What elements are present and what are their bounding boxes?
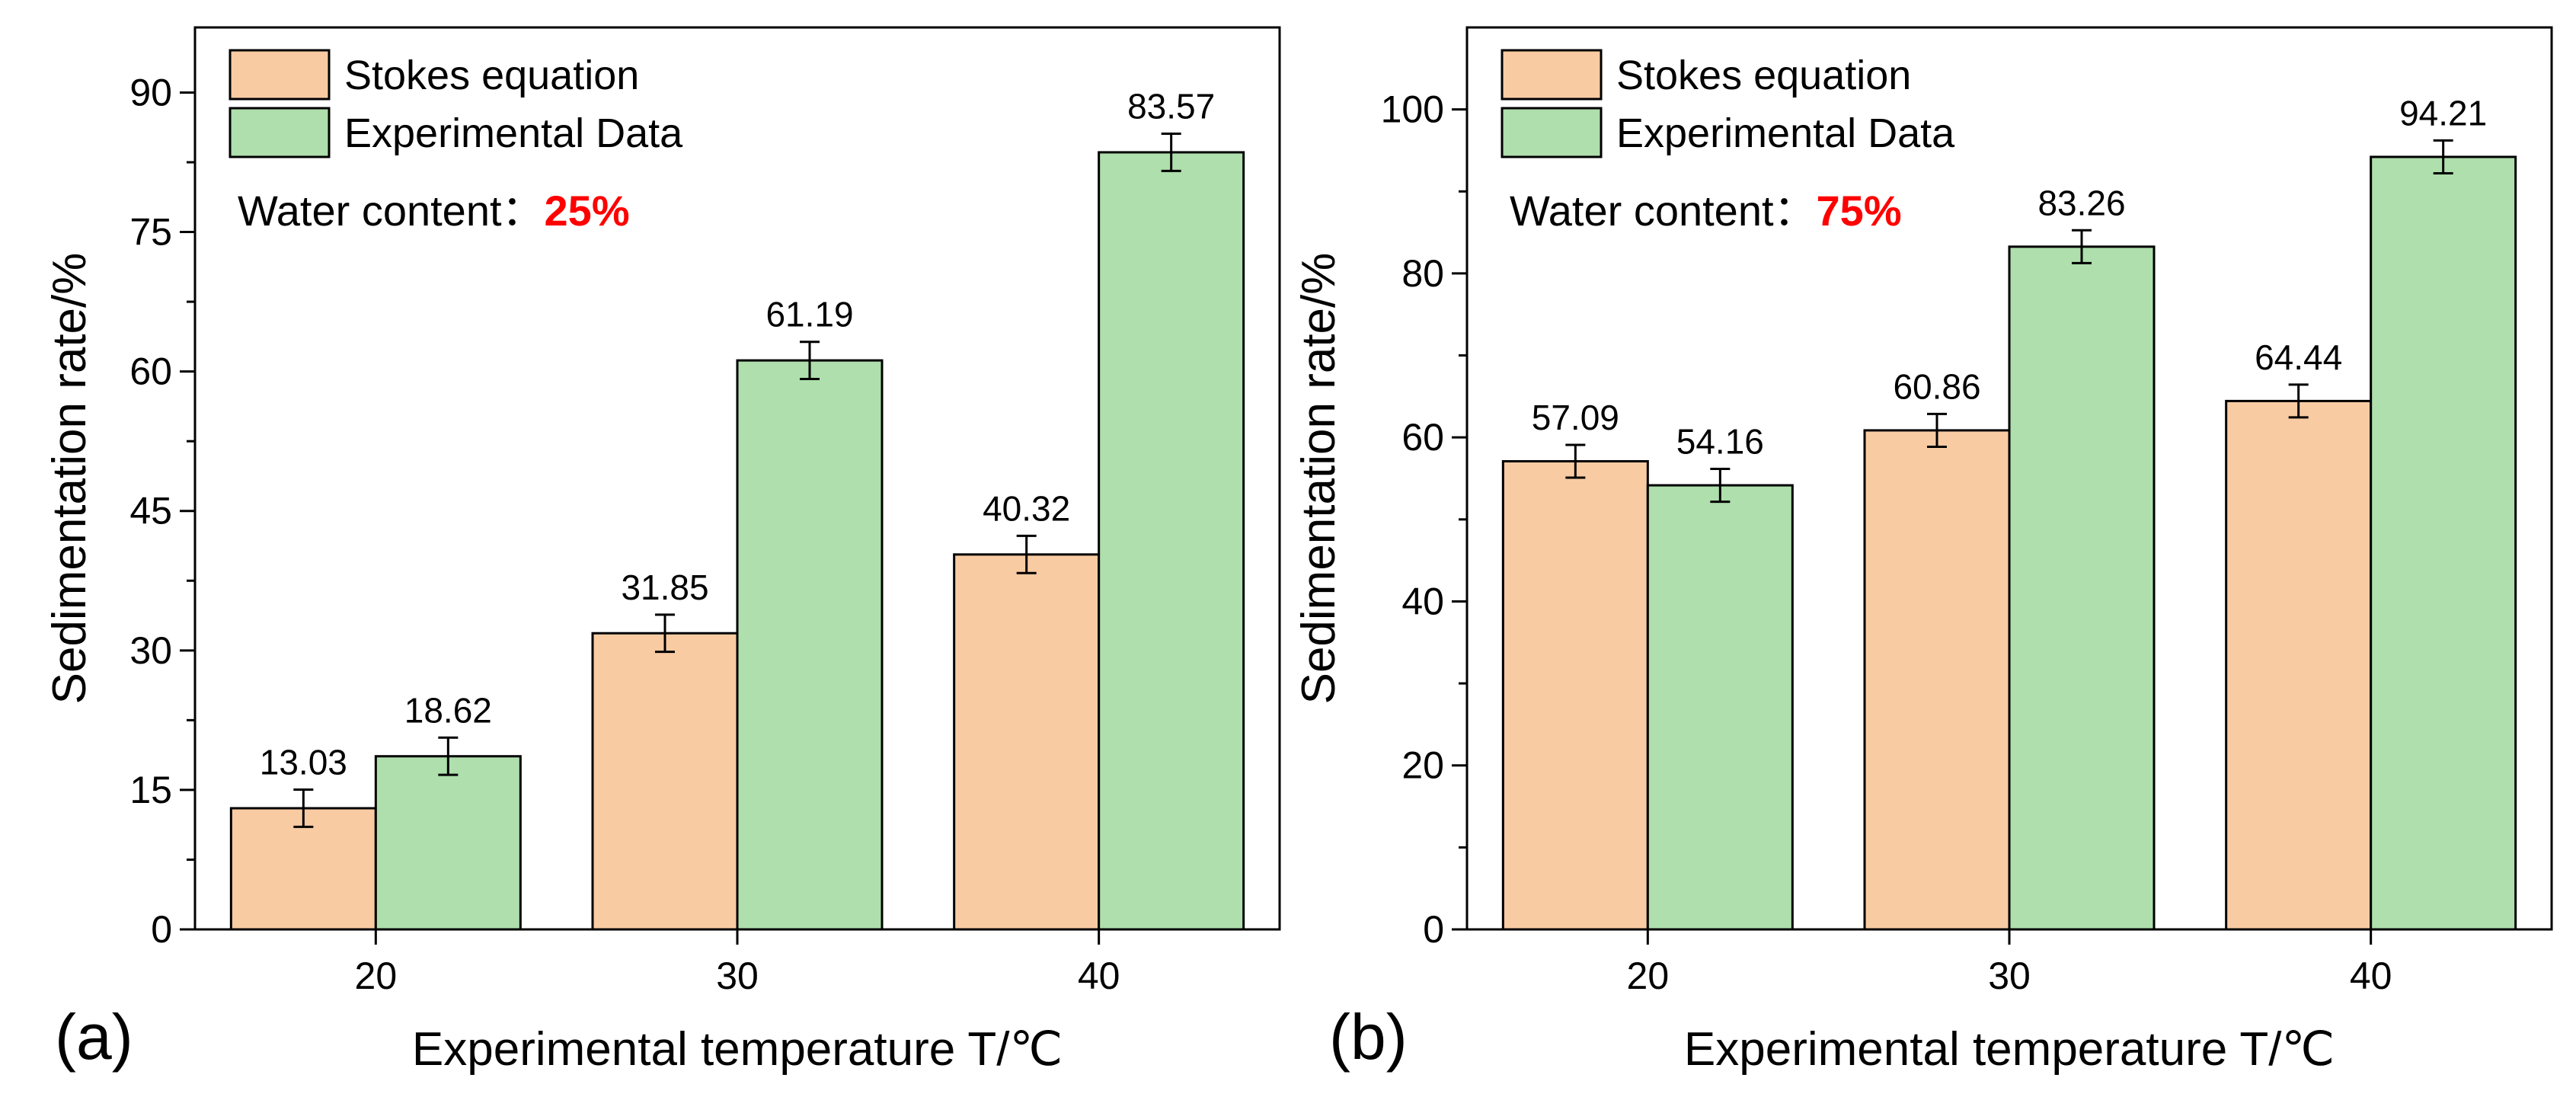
x-tick-label: 20 bbox=[355, 955, 398, 997]
legend-entry: Stokes equation bbox=[1616, 53, 1911, 98]
y-tick-label: 60 bbox=[1401, 416, 1444, 459]
data-label: 64.44 bbox=[2255, 337, 2342, 377]
legend-swatch bbox=[229, 49, 331, 101]
legend-swatch bbox=[229, 107, 331, 158]
bar-experimental bbox=[1098, 151, 1245, 931]
y-tick-label: 90 bbox=[129, 71, 172, 114]
bar-experimental bbox=[2008, 245, 2156, 931]
bar-stokes bbox=[2225, 399, 2373, 931]
x-tick-label: 20 bbox=[1627, 955, 1670, 997]
x-tick-label: 40 bbox=[2350, 955, 2392, 997]
y-tick-label: 75 bbox=[129, 211, 172, 254]
x-tick-label: 30 bbox=[716, 955, 759, 997]
y-tick-label: 100 bbox=[1381, 88, 1444, 131]
legend-entry: Stokes equation bbox=[344, 53, 639, 98]
y-tick-label: 45 bbox=[129, 490, 172, 533]
y-tick-label: 80 bbox=[1401, 252, 1444, 295]
panel-label: (b) bbox=[1329, 1001, 1408, 1073]
bar-stokes bbox=[591, 632, 739, 931]
bar-stokes bbox=[1863, 429, 2011, 931]
y-tick-label: 0 bbox=[1423, 908, 1444, 951]
data-label: 54.16 bbox=[1676, 422, 1764, 462]
water-content-annotation: Water content：75% bbox=[1510, 187, 1902, 235]
y-axis-title: Sedimentation rate/% bbox=[1293, 253, 1345, 705]
data-label: 57.09 bbox=[1532, 398, 1619, 437]
data-label: 83.26 bbox=[2037, 183, 2125, 222]
data-label: 13.03 bbox=[260, 743, 347, 782]
panel-b: 0 20 40 60 80 100 Sedimentation rate/% 20 57.09 5… bbox=[1293, 26, 2553, 1076]
water-content-value: 25% bbox=[545, 187, 630, 235]
data-label: 31.85 bbox=[621, 568, 708, 607]
y-tick-label: 20 bbox=[1401, 744, 1444, 787]
water-content-label: Water content： bbox=[238, 187, 545, 235]
bar-stokes bbox=[1501, 460, 1649, 931]
bar-experimental bbox=[736, 359, 884, 931]
panel-label: (a) bbox=[55, 1001, 133, 1073]
bar-experimental bbox=[374, 755, 522, 931]
y-tick-label: 40 bbox=[1401, 580, 1444, 622]
y-tick-label: 15 bbox=[129, 769, 172, 811]
water-content-value: 75% bbox=[1817, 187, 1902, 235]
bar-experimental bbox=[2370, 155, 2517, 931]
legend-entry: Experimental Data bbox=[344, 110, 683, 156]
data-label: 94.21 bbox=[2399, 93, 2487, 133]
x-tick-label: 30 bbox=[1988, 955, 2031, 997]
legend-entry: Experimental Data bbox=[1616, 110, 1955, 156]
panel-a: 0 15 30 45 60 75 90 Sedimentation rate/% 20 13.03… bbox=[43, 26, 1281, 1076]
bar-stokes bbox=[229, 807, 377, 931]
y-tick-label: 30 bbox=[129, 629, 172, 672]
bar-experimental bbox=[1646, 484, 1794, 931]
legend-swatch bbox=[1501, 107, 1603, 158]
data-label: 40.32 bbox=[983, 488, 1070, 528]
x-axis-title: Experimental temperature T/℃ bbox=[1684, 1023, 2335, 1076]
y-tick-label: 60 bbox=[129, 350, 172, 393]
x-axis-title: Experimental temperature T/℃ bbox=[412, 1023, 1063, 1076]
y-tick-label: 0 bbox=[151, 908, 172, 951]
x-tick-label: 40 bbox=[1078, 955, 1120, 997]
water-content-label: Water content： bbox=[1510, 187, 1817, 235]
legend-swatch bbox=[1501, 49, 1603, 101]
water-content-annotation: Water content：25% bbox=[238, 187, 630, 235]
data-label: 83.57 bbox=[1127, 87, 1215, 126]
data-label: 61.19 bbox=[765, 295, 853, 334]
data-label: 60.86 bbox=[1893, 366, 1980, 406]
y-axis-title: Sedimentation rate/% bbox=[43, 253, 96, 705]
data-label: 18.62 bbox=[404, 690, 492, 730]
bar-stokes bbox=[953, 553, 1101, 931]
